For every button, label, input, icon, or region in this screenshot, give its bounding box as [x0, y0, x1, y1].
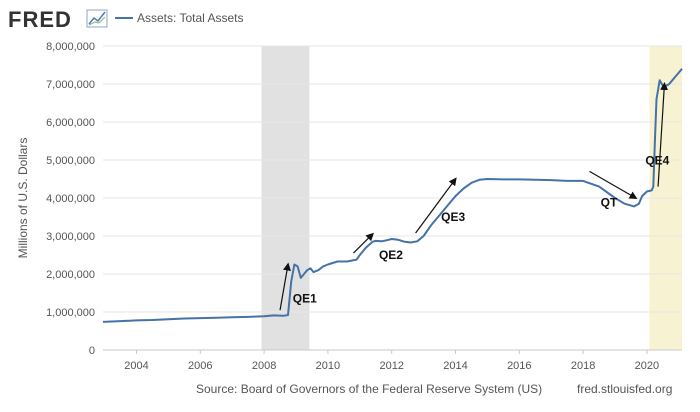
annotation-arrow	[589, 170, 638, 199]
y-tick-label: 3,000,000	[46, 231, 95, 243]
y-tick-label: 1,000,000	[46, 307, 95, 319]
x-tick-labels: 2004 2006 2008 2010 2012 2014 2016 2018 2020	[124, 350, 659, 372]
x-tick-label: 2014	[443, 360, 467, 372]
y-tick-label: 6,000,000	[46, 117, 95, 129]
y-tick-label: 7,000,000	[46, 79, 95, 91]
fred-logo-icon	[86, 9, 108, 28]
y-tick-labels: 0 1,000,000 2,000,000 3,000,000 4,000,000 5,0…	[46, 41, 95, 357]
y-tick-label: 8,000,000	[46, 41, 95, 53]
y-tick-label: 4,000,000	[46, 193, 95, 205]
y-tick-label: 5,000,000	[46, 155, 95, 167]
annotation-arrow	[415, 177, 457, 234]
x-tick-label: 2004	[124, 360, 148, 372]
annotation-label: QE2	[379, 248, 403, 262]
annotation-arrow	[279, 262, 291, 311]
source-note: Source: Board of Governors of the Federa…	[196, 382, 542, 396]
x-tick-label: 2020	[635, 360, 659, 372]
fred-logo[interactable]: FRED	[8, 7, 72, 32]
annotation-arrow	[352, 232, 374, 254]
x-tick-label: 2008	[252, 360, 276, 372]
annotation-label: QE3	[441, 210, 465, 224]
annotation-label: QT	[601, 195, 618, 209]
x-tick-label: 2016	[507, 360, 531, 372]
x-tick-label: 2006	[188, 360, 212, 372]
y-tick-label: 2,000,000	[46, 269, 95, 281]
annotations: QE1 QE2 QE3 QT QE4	[279, 82, 670, 311]
x-tick-label: 2018	[571, 360, 595, 372]
series-line-total-assets	[102, 68, 683, 323]
legend-label[interactable]: Assets: Total Assets	[137, 11, 244, 25]
gridlines	[103, 45, 682, 351]
y-axis-label: Millions of U.S. Dollars	[16, 138, 30, 259]
site-link[interactable]: fred.stlouisfed.org	[577, 382, 672, 396]
x-tick-label: 2012	[379, 360, 403, 372]
annotation-label: QE4	[645, 154, 669, 168]
y-tick-label: 0	[89, 345, 95, 357]
annotation-arrow	[657, 82, 669, 187]
x-tick-label: 2010	[316, 360, 340, 372]
annotation-label: QE1	[293, 292, 317, 306]
